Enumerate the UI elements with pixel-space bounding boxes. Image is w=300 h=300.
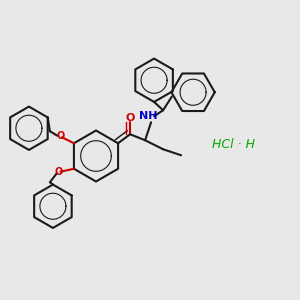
Text: O: O	[125, 113, 135, 123]
Text: NH: NH	[139, 111, 157, 121]
Text: O: O	[55, 167, 63, 177]
Text: O: O	[56, 131, 64, 141]
Text: HCl · H: HCl · H	[212, 137, 256, 151]
